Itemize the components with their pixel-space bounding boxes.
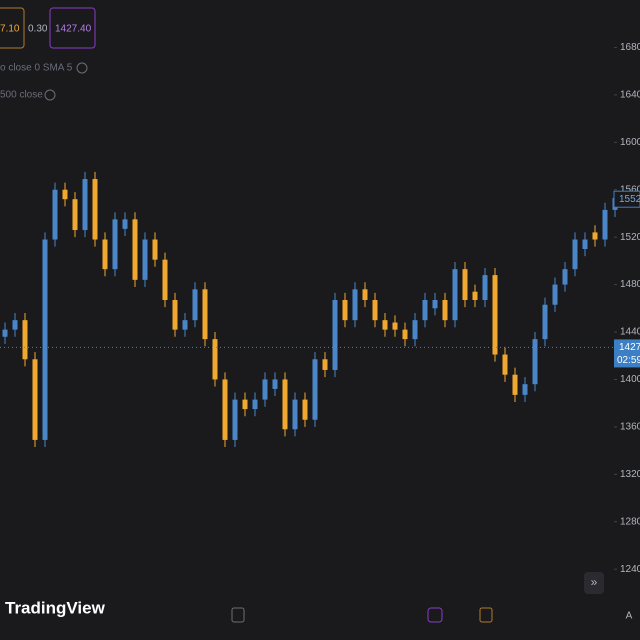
candle-body bbox=[592, 232, 598, 240]
scale-button[interactable]: A bbox=[626, 611, 633, 622]
candle-body bbox=[302, 399, 308, 420]
close-tag bbox=[613, 190, 640, 208]
candle-body bbox=[482, 275, 488, 300]
candle-body bbox=[332, 300, 338, 370]
candle-body bbox=[12, 320, 18, 330]
candle-body bbox=[322, 359, 328, 370]
header-box bbox=[0, 7, 25, 49]
candle-body bbox=[462, 269, 468, 300]
visibility-icon[interactable] bbox=[76, 62, 88, 74]
candle-body bbox=[232, 399, 238, 440]
scroll-icon[interactable]: » bbox=[591, 575, 598, 589]
candle-body bbox=[92, 179, 98, 240]
candle-body bbox=[52, 189, 58, 240]
candle-body bbox=[42, 239, 48, 440]
candle-body bbox=[372, 300, 378, 321]
candle-body bbox=[412, 320, 418, 340]
scroll-button[interactable] bbox=[584, 572, 604, 594]
price-tag bbox=[614, 339, 640, 368]
header-value: 0.30 bbox=[28, 24, 48, 35]
candle-body bbox=[252, 399, 258, 410]
candle-body bbox=[452, 269, 458, 321]
candle-body bbox=[362, 289, 368, 300]
candle-body bbox=[212, 339, 218, 380]
candle-body bbox=[192, 289, 198, 321]
header-value: 7.10 bbox=[0, 24, 20, 35]
candle-body bbox=[222, 379, 228, 440]
visibility-icon[interactable] bbox=[44, 89, 56, 101]
candle-body bbox=[402, 329, 408, 340]
candle-body bbox=[112, 219, 118, 270]
candle-body bbox=[582, 239, 588, 250]
y-tick-label: 1400 bbox=[620, 374, 640, 385]
candle-body bbox=[542, 304, 548, 340]
candle-body bbox=[602, 209, 608, 240]
indicator-label[interactable]: 500 close bbox=[0, 90, 43, 101]
y-tick-label: 1640 bbox=[620, 90, 640, 101]
candle-body bbox=[532, 339, 538, 385]
candle-body bbox=[62, 189, 68, 200]
candle-body bbox=[352, 289, 358, 321]
countdown: 02:59 bbox=[617, 355, 640, 366]
indicator-label[interactable]: o close 0 SMA 5 bbox=[0, 63, 73, 74]
candle-body bbox=[162, 259, 168, 300]
candle-body bbox=[72, 199, 78, 231]
candle-body bbox=[82, 179, 88, 231]
candle-body bbox=[272, 379, 278, 389]
candle-body bbox=[172, 300, 178, 330]
candle-body bbox=[152, 239, 158, 260]
candle-body bbox=[202, 289, 208, 340]
candle-body bbox=[552, 284, 558, 305]
y-tick-label: 1480 bbox=[620, 279, 640, 290]
y-tick-label: 1520 bbox=[620, 232, 640, 243]
candle-body bbox=[432, 300, 438, 309]
candle-body bbox=[122, 219, 128, 229]
candle-body bbox=[342, 300, 348, 321]
y-tick-label: 1320 bbox=[620, 469, 640, 480]
price-tag-label: 1427 bbox=[619, 342, 640, 353]
y-tick-label: 1600 bbox=[620, 137, 640, 148]
candle-body bbox=[22, 320, 28, 360]
candle-body bbox=[242, 399, 248, 410]
candle-body bbox=[292, 399, 298, 430]
y-tick-label: 1680 bbox=[620, 42, 640, 53]
candle-body bbox=[142, 239, 148, 280]
toolbar-icon[interactable] bbox=[427, 607, 443, 623]
candle-body bbox=[32, 359, 38, 440]
y-tick-label: 1280 bbox=[620, 516, 640, 527]
candle-body bbox=[382, 320, 388, 330]
plot-area: 1240 1280 1320 1360 1400 1440 1480 1520 1560 1600… bbox=[0, 42, 640, 575]
candle-body bbox=[312, 359, 318, 420]
candle-body bbox=[572, 239, 578, 270]
toolbar-icon[interactable] bbox=[479, 607, 493, 623]
y-tick-label: 1560 bbox=[620, 184, 640, 195]
candle-body bbox=[422, 300, 428, 321]
candle-body bbox=[262, 379, 268, 400]
header-box bbox=[49, 7, 96, 49]
candle-body bbox=[132, 219, 138, 280]
candle-body bbox=[2, 329, 8, 337]
toolbar-icon[interactable] bbox=[231, 607, 245, 623]
candle-body bbox=[182, 320, 188, 330]
y-tick-label: 1440 bbox=[620, 327, 640, 338]
close-tag-label: 1552 bbox=[619, 194, 640, 205]
header-value: 1427.40 bbox=[55, 24, 92, 35]
candle-body bbox=[502, 354, 508, 375]
candle-body bbox=[282, 379, 288, 430]
candle-body bbox=[492, 275, 498, 355]
y-tick-label: 1240 bbox=[620, 564, 640, 575]
brand: TradingView bbox=[5, 598, 106, 617]
candle-body bbox=[102, 239, 108, 270]
y-tick-label: 1360 bbox=[620, 422, 640, 433]
candle-body bbox=[512, 374, 518, 395]
candle-body bbox=[472, 291, 478, 300]
candle-body bbox=[442, 300, 448, 321]
candle-body bbox=[392, 322, 398, 330]
candle-body bbox=[522, 384, 528, 395]
candle-body bbox=[562, 269, 568, 285]
